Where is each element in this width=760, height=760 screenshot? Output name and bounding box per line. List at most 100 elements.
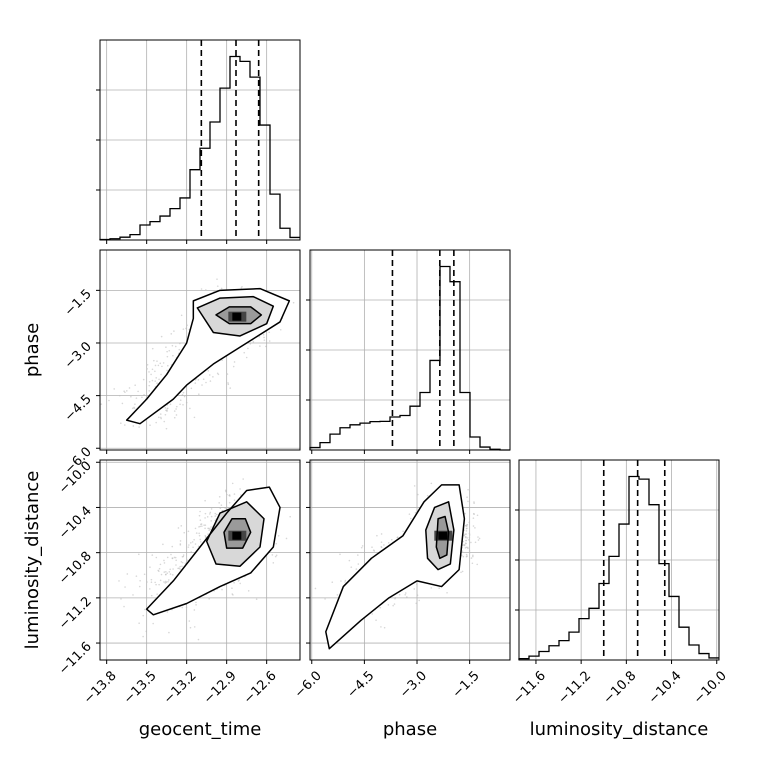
scatter-point	[215, 513, 218, 516]
scatter-point	[380, 533, 383, 535]
scatter-point	[383, 544, 385, 546]
scatter-point	[121, 402, 124, 405]
scatter-point	[181, 555, 184, 558]
scatter-point	[148, 371, 150, 373]
scatter-point	[142, 614, 145, 617]
scatter-point	[150, 373, 152, 376]
scatter-point	[464, 512, 466, 515]
scatter-point	[220, 504, 223, 507]
scatter-point	[229, 387, 232, 389]
scatter-point	[174, 556, 177, 559]
scatter-point	[414, 511, 417, 514]
scatter-point	[380, 546, 383, 549]
scatter-point	[324, 598, 326, 600]
scatter-point	[159, 413, 162, 415]
scatter-point	[258, 336, 261, 338]
scatter-point	[336, 594, 339, 596]
scatter-point	[224, 507, 227, 509]
scatter-point	[240, 287, 243, 289]
scatter-point	[162, 543, 164, 546]
scatter-point	[189, 407, 191, 410]
tick-label-y: −4.5	[62, 392, 95, 425]
contour-line-2	[125, 287, 291, 425]
scatter-point	[169, 568, 171, 571]
scatter-point	[166, 369, 168, 372]
scatter-point	[228, 494, 230, 497]
scatter-point	[209, 380, 212, 382]
scatter-point	[476, 563, 479, 566]
scatter-point	[143, 393, 145, 396]
scatter-point	[239, 488, 241, 490]
scatter-point	[461, 570, 464, 573]
scatter-point	[133, 406, 135, 409]
scatter-point	[131, 407, 134, 410]
scatter-point	[173, 556, 176, 559]
scatter-point	[357, 554, 359, 556]
scatter-point	[198, 514, 201, 517]
tick-label-x: −3.0	[397, 668, 430, 701]
tick-label-y: −10.8	[56, 549, 95, 588]
scatter-point	[207, 370, 210, 372]
scatter-point	[177, 527, 180, 529]
scatter-point	[430, 587, 433, 589]
scatter-point	[361, 545, 364, 547]
scatter-point	[148, 588, 151, 590]
scatter-point	[271, 554, 274, 556]
scatter-point	[262, 333, 265, 336]
scatter-point	[470, 541, 472, 544]
scatter-point	[465, 553, 468, 556]
scatter-point	[259, 345, 261, 347]
scatter-point	[417, 493, 419, 496]
scatter-point	[204, 535, 207, 538]
scatter-point	[360, 546, 363, 549]
scatter-point	[194, 543, 197, 545]
histogram-step-phase	[309, 265, 510, 451]
scatter-point	[314, 587, 317, 590]
scatter-point	[204, 512, 207, 515]
scatter-point	[175, 414, 178, 416]
scatter-point	[134, 384, 136, 386]
scatter-point	[375, 619, 377, 621]
scatter-point	[242, 478, 244, 480]
scatter-point	[150, 594, 153, 597]
scatter-point	[204, 517, 206, 519]
scatter-point	[148, 390, 151, 392]
scatter-point	[415, 602, 418, 605]
scatter-point	[468, 550, 471, 552]
scatter-point	[138, 622, 140, 625]
scatter-point	[226, 373, 229, 375]
scatter-point	[462, 555, 465, 558]
scatter-point	[233, 499, 236, 501]
scatter-point	[165, 581, 168, 584]
scatter-point	[118, 394, 121, 397]
scatter-point	[468, 521, 471, 524]
scatter-point	[135, 397, 138, 399]
density-layer	[118, 478, 291, 641]
scatter-point	[214, 512, 217, 515]
scatter-point	[178, 567, 180, 570]
scatter-point	[208, 597, 211, 600]
scatter-point	[193, 416, 196, 419]
scatter-point	[208, 527, 210, 530]
panel-frame	[309, 249, 511, 451]
scatter-point	[473, 501, 475, 503]
scatter-point	[438, 587, 440, 590]
scatter-point	[344, 581, 346, 583]
scatter-point	[275, 554, 278, 557]
scatter-point	[132, 425, 135, 427]
scatter-point	[160, 335, 163, 338]
scatter-point	[272, 562, 275, 564]
scatter-point	[231, 482, 234, 485]
contour-line-0	[435, 515, 450, 560]
scatter-point	[233, 361, 236, 363]
scatter-point	[392, 604, 394, 607]
scatter-point	[182, 554, 185, 556]
scatter-point	[169, 573, 172, 575]
scatter-point	[210, 508, 213, 510]
scatter-point	[200, 523, 202, 526]
scatter-point	[376, 534, 378, 537]
scatter-point	[120, 422, 122, 425]
scatter-point	[171, 545, 174, 548]
tick-label-x: −10.8	[601, 668, 640, 707]
